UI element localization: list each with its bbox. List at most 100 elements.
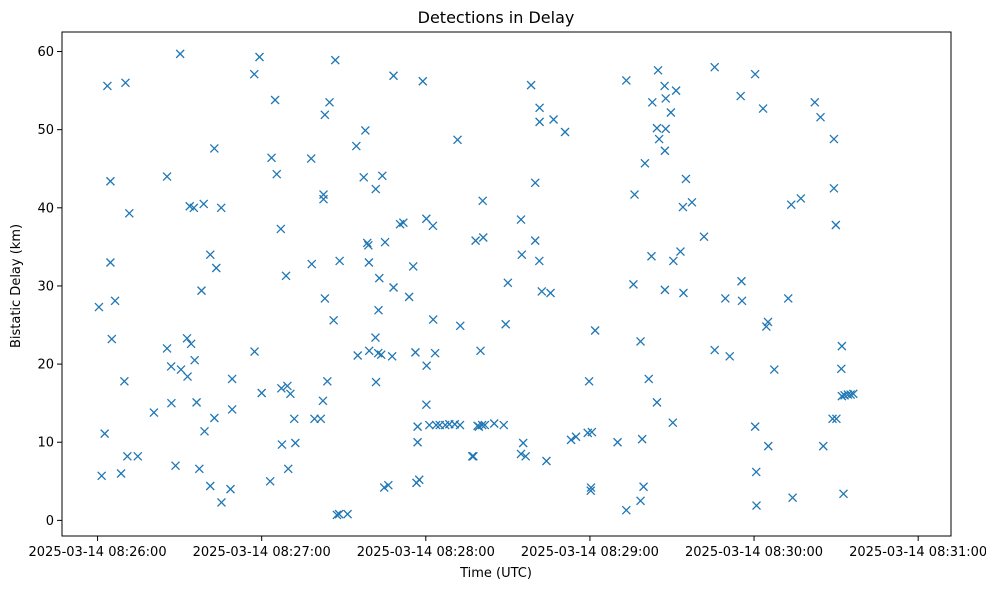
data-point (737, 296, 747, 306)
data-point (676, 247, 685, 257)
data-point (102, 81, 112, 91)
data-point (363, 240, 373, 250)
data-point (182, 333, 192, 343)
y-tick-label: 30 (37, 279, 54, 294)
data-point (455, 420, 465, 430)
data-point (379, 483, 389, 493)
data-point (374, 305, 383, 315)
data-point (329, 315, 339, 325)
data-point (613, 437, 623, 447)
data-point (660, 146, 670, 156)
data-point (661, 93, 671, 103)
y-tick-label: 40 (37, 201, 54, 216)
data-point (661, 124, 671, 134)
data-point (630, 190, 639, 199)
data-point (534, 256, 544, 266)
data-point (277, 440, 287, 450)
data-point (270, 95, 280, 105)
data-point (652, 123, 662, 133)
data-point (758, 104, 768, 114)
data-point (480, 420, 490, 430)
data-point (186, 339, 196, 349)
data-point (752, 501, 761, 510)
data-point (119, 376, 129, 386)
data-point (430, 348, 440, 358)
y-tick-label: 10 (37, 436, 54, 451)
data-point (249, 69, 259, 79)
x-tick-label: 2025-03-14 08:28:00 (357, 545, 495, 560)
data-point (318, 396, 328, 406)
data-point (530, 236, 540, 246)
data-point (267, 153, 276, 163)
data-point (389, 71, 398, 81)
data-point (283, 464, 293, 474)
data-point (307, 259, 317, 269)
data-point (503, 278, 513, 288)
data-point (586, 486, 596, 496)
data-point (418, 76, 428, 86)
data-point (281, 271, 291, 281)
data-point (413, 422, 423, 432)
data-point (644, 374, 654, 384)
data-point (422, 361, 432, 371)
x-tick-label: 2025-03-14 08:26:00 (29, 545, 167, 560)
data-point (621, 505, 631, 515)
data-point (786, 200, 796, 210)
data-point (97, 471, 107, 481)
data-point (410, 347, 420, 357)
data-point (335, 256, 345, 266)
data-point (404, 292, 414, 302)
y-tick-label: 50 (37, 123, 54, 138)
data-point (380, 237, 390, 247)
data-point (471, 236, 481, 246)
data-point (636, 336, 645, 346)
data-point (584, 376, 594, 386)
data-point (647, 251, 656, 261)
data-point (848, 389, 858, 399)
data-point (788, 493, 798, 503)
data-point (668, 256, 678, 266)
data-point (679, 288, 688, 298)
data-point (671, 86, 681, 96)
data-point (290, 438, 300, 448)
y-tick-label: 20 (37, 358, 54, 373)
data-point (725, 351, 735, 361)
data-point (428, 315, 438, 325)
data-point (537, 286, 547, 296)
data-point (763, 441, 773, 451)
data-point (831, 220, 841, 230)
data-point (320, 293, 330, 303)
data-point (387, 351, 397, 361)
data-point (668, 418, 678, 428)
data-point (424, 420, 434, 430)
data-point (133, 451, 143, 461)
data-point (829, 134, 839, 144)
data-point (647, 97, 657, 107)
data-point (398, 218, 408, 228)
data-point (828, 414, 838, 424)
data-point (371, 377, 381, 387)
data-point (276, 383, 286, 393)
data-point (200, 426, 209, 436)
data-point (467, 451, 477, 461)
data-point (383, 480, 393, 490)
data-point (306, 154, 316, 164)
data-point (362, 238, 372, 248)
data-point (681, 174, 691, 184)
data-point (652, 397, 662, 407)
data-point (750, 422, 760, 432)
data-point (476, 346, 485, 356)
data-point (205, 481, 215, 491)
data-point (751, 467, 761, 477)
data-point (587, 427, 597, 437)
y-axis-label: Bistatic Delay (km) (9, 224, 24, 348)
data-point (837, 341, 847, 351)
axes-frame (61, 31, 952, 537)
data-point (171, 461, 180, 471)
data-point (478, 196, 488, 206)
data-point (175, 49, 185, 59)
data-point (325, 97, 334, 107)
data-point (710, 345, 720, 355)
